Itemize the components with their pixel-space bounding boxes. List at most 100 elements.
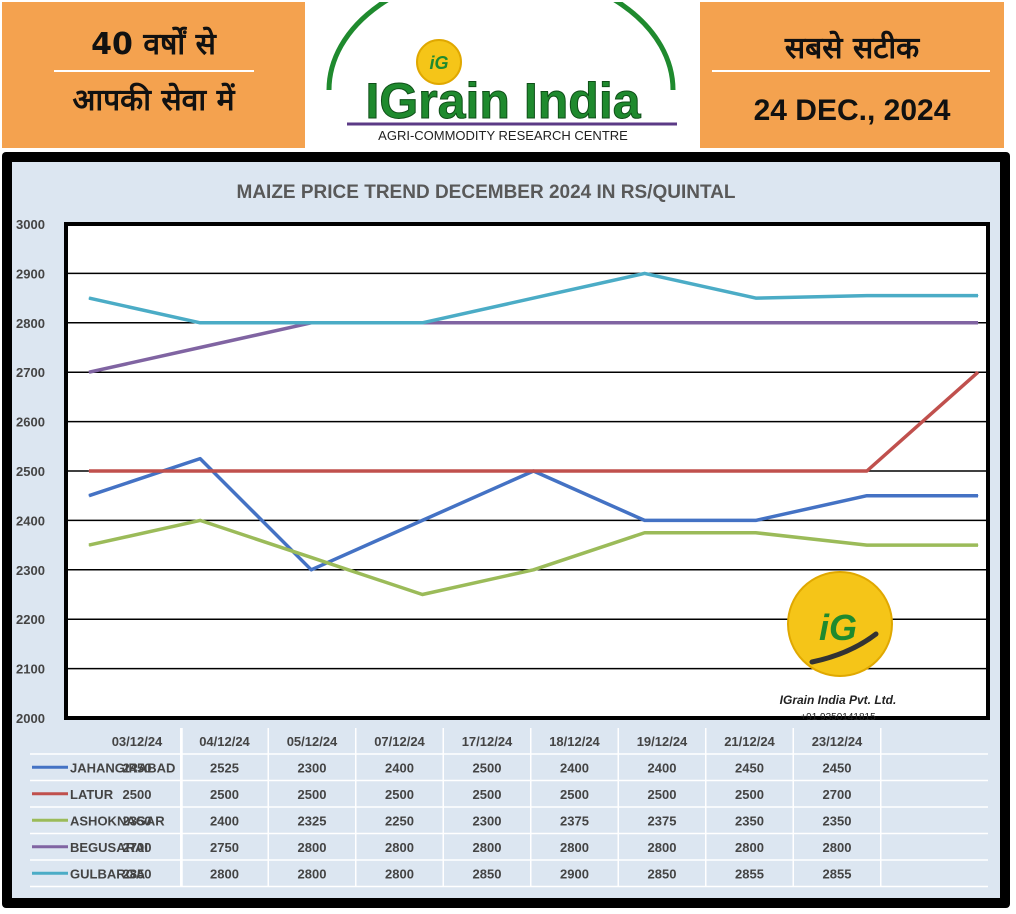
logo-arc (326, 0, 676, 91)
table-cell-value: 2850 (123, 866, 152, 881)
y-tick-label: 2100 (16, 662, 45, 677)
data-point (199, 347, 201, 348)
report-date: 24 DEC., 2024 (753, 94, 951, 127)
legend-label: BEGUSARAI (70, 840, 148, 855)
table-cell-value: 2500 (385, 787, 414, 802)
data-point (88, 495, 90, 497)
table-cell-value: 2800 (823, 840, 852, 855)
data-point (199, 322, 201, 324)
table-cell-value: 2700 (123, 840, 152, 855)
x-tick-label: 05/12/24 (287, 734, 338, 749)
table-cell-value: 2500 (735, 787, 764, 802)
data-point (533, 322, 534, 324)
data-point (866, 295, 868, 297)
table-cell-value: 2400 (385, 760, 414, 775)
table-cell-value: 2500 (473, 787, 502, 802)
table-cell-value: 2850 (648, 866, 677, 881)
banner-tagline-1: 40 वर्षों से (91, 27, 216, 62)
table-cell-value: 2500 (123, 787, 152, 802)
table-cell-value: 2500 (648, 787, 677, 802)
y-tick-label: 2500 (16, 464, 45, 479)
table-cell-value: 2700 (823, 787, 852, 802)
chart-title: MAIZE PRICE TREND DECEMBER 2024 IN RS/QU… (237, 182, 736, 203)
legend-label: GULBARGA (70, 866, 146, 881)
table-cell-value: 2350 (123, 813, 152, 828)
data-point (755, 470, 757, 472)
x-tick-label: 18/12/24 (549, 734, 600, 749)
y-tick-label: 3000 (16, 217, 45, 232)
data-point (977, 295, 979, 297)
table-cell-value: 2800 (648, 840, 677, 855)
banner-tagline-3: सबसे सटीक (784, 31, 920, 66)
data-point (88, 544, 90, 546)
table-cell-value: 2400 (210, 813, 239, 828)
table-cell-value: 2855 (823, 866, 852, 881)
y-tick-label: 2200 (16, 612, 45, 627)
data-point (866, 544, 868, 546)
x-tick-label: 21/12/24 (724, 734, 775, 749)
table-cell-value: 2325 (298, 813, 327, 828)
data-point (88, 470, 90, 472)
data-point (977, 322, 979, 324)
y-tick-label: 2000 (16, 711, 45, 726)
table-cell-value: 2400 (648, 760, 677, 775)
data-point (977, 544, 979, 546)
table-cell-value: 2800 (735, 840, 764, 855)
table-cell-value: 2525 (210, 760, 239, 775)
table-cell-value: 2750 (210, 840, 239, 855)
data-point (755, 322, 757, 324)
data-point (755, 297, 757, 299)
data-point (88, 371, 90, 373)
table-cell-value: 2375 (648, 813, 677, 828)
data-point (533, 569, 534, 571)
y-tick-label: 2300 (16, 563, 45, 578)
data-point (866, 322, 868, 324)
watermark-emblem-icon (787, 571, 893, 677)
table-cell-value: 2450 (735, 760, 764, 775)
brand-logo: iG IGrain India AGRI-COMMODITY RESEARCH … (307, 0, 698, 148)
y-tick-label: 2800 (16, 316, 45, 331)
legend-label: LATUR (70, 787, 114, 802)
table-cell-value: 2500 (560, 787, 589, 802)
table-cell-value: 2800 (385, 866, 414, 881)
x-tick-label: 07/12/24 (374, 734, 425, 749)
table-cell-value: 2450 (823, 760, 852, 775)
data-point (644, 272, 646, 274)
logo-emblem-icon (416, 39, 462, 85)
y-tick-label: 2900 (16, 266, 45, 281)
data-point (977, 495, 979, 497)
data-point (644, 322, 646, 324)
data-point (199, 519, 201, 521)
table-cell-value: 2450 (123, 760, 152, 775)
watermark-swoosh (809, 631, 879, 665)
data-point (866, 470, 868, 472)
table-cell-value: 2855 (735, 866, 764, 881)
banner-right: सबसे सटीक 24 DEC., 2024 (700, 2, 1004, 148)
data-point (866, 495, 868, 497)
table-cell-value: 2850 (473, 866, 502, 881)
y-tick-label: 2400 (16, 513, 45, 528)
table-cell-value: 2350 (735, 813, 764, 828)
table-cell-value: 2500 (210, 787, 239, 802)
data-point (644, 532, 646, 534)
data-point (421, 322, 423, 324)
watermark-monogram: iG (819, 607, 857, 648)
data-point (755, 519, 757, 521)
x-tick-label: 19/12/24 (637, 734, 688, 749)
data-point (310, 470, 312, 472)
watermark-phone: +91 9350141815 (800, 712, 876, 723)
data-point (199, 458, 201, 460)
banner-divider (712, 70, 990, 72)
x-tick-label: 23/12/24 (812, 734, 863, 749)
data-point (644, 519, 646, 521)
data-point (533, 297, 534, 299)
x-tick-label: 04/12/24 (199, 734, 250, 749)
x-tick-label: 03/12/24 (112, 734, 163, 749)
banner-tagline-2: आपकी सेवा में (72, 83, 235, 118)
table-cell-value: 2500 (473, 760, 502, 775)
x-tick-label: 17/12/24 (462, 734, 513, 749)
table-cell-value: 2400 (560, 760, 589, 775)
data-point (421, 470, 423, 472)
brand-subtitle: AGRI-COMMODITY RESEARCH CENTRE (378, 128, 628, 143)
table-cell-value: 2300 (473, 813, 502, 828)
